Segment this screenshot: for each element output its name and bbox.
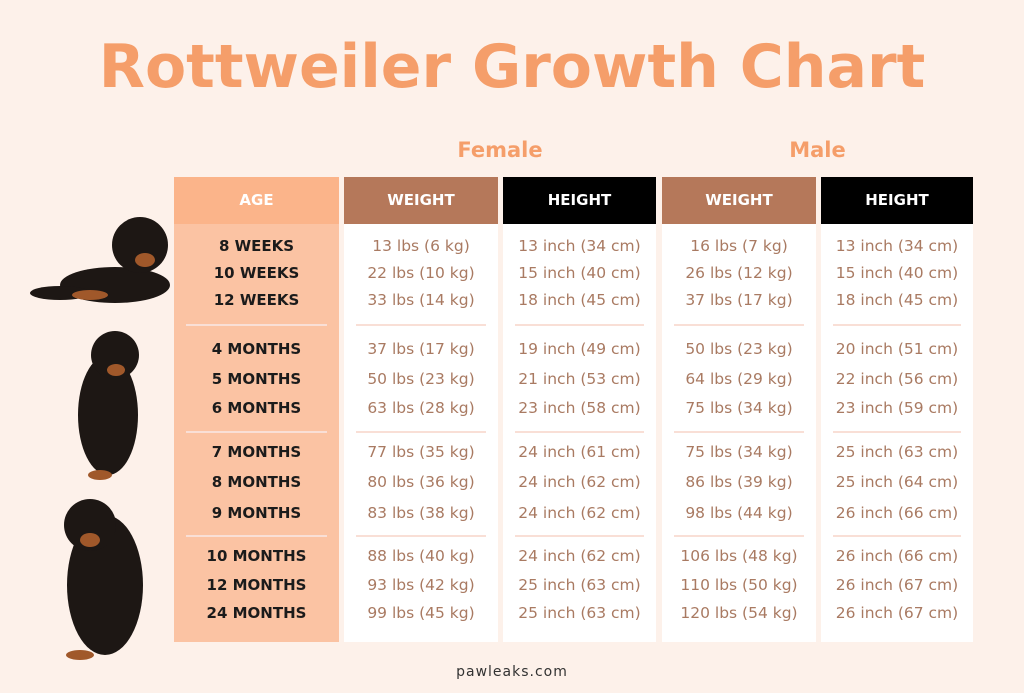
value-cell: 24 inch (62 cm) [518,547,641,565]
value-cell: 22 inch (56 cm) [835,370,959,388]
value-cell: 110 lbs (50 kg) [680,576,798,594]
value-cell: 15 inch (40 cm) [835,264,959,282]
age-cell: 9 MONTHS [211,504,302,522]
value-cell: 13 inch (34 cm) [835,237,959,255]
value-cell: 21 inch (53 cm) [518,370,641,388]
value-cell: 13 inch (34 cm) [518,237,641,255]
row-separator [515,324,644,326]
value-cell: 13 lbs (6 kg) [372,237,470,255]
column-header: HEIGHT [503,177,656,224]
value-cell: 18 inch (45 cm) [835,291,959,309]
value-cell: 20 inch (51 cm) [835,340,959,358]
value-cell: 25 inch (63 cm) [835,443,959,461]
row-separator [674,431,804,433]
value-cell: 16 lbs (7 kg) [690,237,788,255]
age-cell: 12 WEEKS [213,291,300,309]
value-cell: 98 lbs (44 kg) [685,504,793,522]
row-separator [833,324,961,326]
column-header: HEIGHT [821,177,973,224]
value-cell: 120 lbs (54 kg) [680,604,798,622]
value-cell: 24 inch (62 cm) [518,473,641,491]
value-cell: 86 lbs (39 kg) [685,473,793,491]
value-cell: 50 lbs (23 kg) [367,370,475,388]
row-separator [833,535,961,537]
column-header: AGE [174,177,339,224]
column-body [662,224,816,642]
row-separator [356,431,486,433]
column-header: WEIGHT [344,177,498,224]
column-body [174,224,339,642]
age-cell: 10 WEEKS [213,264,300,282]
value-cell: 83 lbs (38 kg) [367,504,475,522]
row-separator [515,431,644,433]
age-cell: 8 WEEKS [218,237,295,255]
value-cell: 37 lbs (17 kg) [367,340,475,358]
value-cell: 99 lbs (45 kg) [367,604,475,622]
value-cell: 80 lbs (36 kg) [367,473,475,491]
row-separator [186,431,327,433]
value-cell: 25 inch (63 cm) [518,604,641,622]
age-cell: 8 MONTHS [211,473,302,491]
footer: pawleaks.com [456,664,568,680]
value-cell: 23 inch (59 cm) [835,399,959,417]
value-cell: 24 inch (62 cm) [518,504,641,522]
row-separator [674,324,804,326]
value-cell: 77 lbs (35 kg) [367,443,475,461]
value-cell: 26 inch (66 cm) [835,504,959,522]
row-separator [674,535,804,537]
row-separator [186,324,327,326]
age-cell: 24 MONTHS [206,604,307,622]
group-header: Female [457,138,543,162]
age-cell: 10 MONTHS [206,547,307,565]
group-header: Male [789,138,846,162]
age-cell: 6 MONTHS [211,399,302,417]
row-separator [356,535,486,537]
age-cell: 4 MONTHS [211,340,302,358]
dog-illustrations [30,217,170,660]
value-cell: 15 inch (40 cm) [518,264,641,282]
value-cell: 25 inch (63 cm) [518,576,641,594]
age-cell: 7 MONTHS [211,443,302,461]
value-cell: 26 lbs (12 kg) [685,264,793,282]
value-cell: 63 lbs (28 kg) [367,399,475,417]
column-body [503,224,656,642]
value-cell: 37 lbs (17 kg) [685,291,793,309]
value-cell: 25 inch (64 cm) [835,473,959,491]
value-cell: 19 inch (49 cm) [518,340,641,358]
value-cell: 64 lbs (29 kg) [685,370,793,388]
row-separator [515,535,644,537]
value-cell: 26 inch (66 cm) [835,547,959,565]
value-cell: 50 lbs (23 kg) [685,340,793,358]
value-cell: 26 inch (67 cm) [835,604,959,622]
value-cell: 93 lbs (42 kg) [367,576,475,594]
row-separator [833,431,961,433]
value-cell: 24 inch (61 cm) [518,443,641,461]
value-cell: 106 lbs (48 kg) [680,547,798,565]
column-header: WEIGHT [662,177,816,224]
title: Rottweiler Growth Chart [98,32,926,102]
age-cell: 12 MONTHS [206,576,307,594]
row-separator [186,535,327,537]
row-separator [356,324,486,326]
column-body [344,224,498,642]
value-cell: 88 lbs (40 kg) [367,547,475,565]
value-cell: 18 inch (45 cm) [518,291,641,309]
value-cell: 33 lbs (14 kg) [367,291,475,309]
value-cell: 26 inch (67 cm) [835,576,959,594]
column-body [821,224,973,642]
value-cell: 22 lbs (10 kg) [367,264,475,282]
value-cell: 75 lbs (34 kg) [685,399,793,417]
age-cell: 5 MONTHS [211,370,302,388]
value-cell: 75 lbs (34 kg) [685,443,793,461]
value-cell: 23 inch (58 cm) [518,399,641,417]
